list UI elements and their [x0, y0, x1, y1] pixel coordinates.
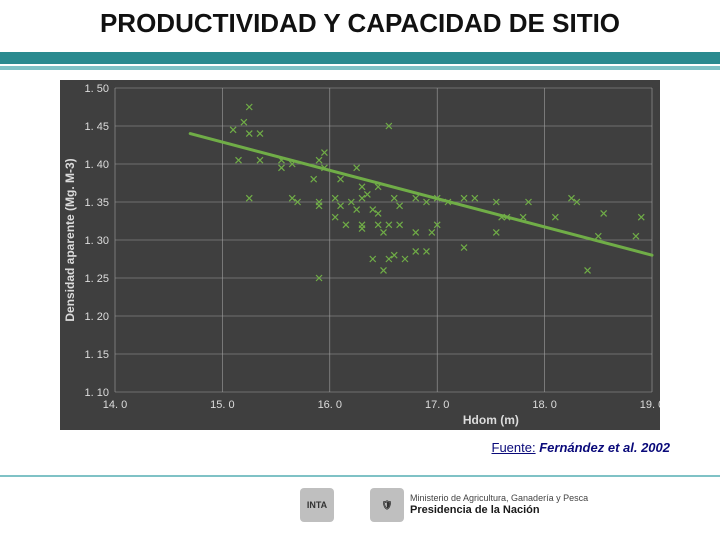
presidency-text: Ministerio de Agricultura, Ganadería y P…	[410, 494, 588, 516]
svg-text:16. 0: 16. 0	[318, 399, 342, 411]
svg-text:1. 25: 1. 25	[85, 273, 109, 285]
svg-text:Hdom (m): Hdom (m)	[463, 413, 519, 427]
svg-text:1. 40: 1. 40	[85, 159, 109, 171]
svg-text:1. 45: 1. 45	[85, 121, 109, 133]
scatter-chart-svg: 1. 10 1. 15 1. 20 1. 25 1. 30 1. 35 1. 40 1. 45…	[60, 80, 660, 430]
scatter-chart: 1. 10 1. 15 1. 20 1. 25 1. 30 1. 35 1. 40 1. 45…	[60, 80, 660, 430]
presidency-logo: 🛡 Ministerio de Agricultura, Ganadería y…	[370, 486, 588, 524]
footer-divider	[0, 475, 720, 477]
page-title: PRODUCTIVIDAD Y CAPACIDAD DE SITIO	[0, 8, 720, 39]
svg-text:15. 0: 15. 0	[210, 399, 234, 411]
source-reference: Fernández et al. 2002	[539, 440, 670, 455]
svg-text:1. 35: 1. 35	[85, 197, 109, 209]
inta-logo: INTA	[300, 486, 334, 524]
svg-text:1. 50: 1. 50	[85, 83, 109, 95]
svg-text:17. 0: 17. 0	[425, 399, 449, 411]
source-citation: Fuente: Fernández et al. 2002	[492, 440, 671, 455]
shield-icon: 🛡	[370, 488, 404, 522]
svg-text:19. 0: 19. 0	[640, 399, 660, 411]
svg-text:18. 0: 18. 0	[532, 399, 556, 411]
header-accent-bar-light	[0, 66, 720, 70]
svg-text:1. 15: 1. 15	[85, 349, 109, 361]
svg-text:Densidad aparente (Mg. M-3): Densidad aparente (Mg. M-3)	[63, 158, 77, 321]
header: PRODUCTIVIDAD Y CAPACIDAD DE SITIO	[0, 0, 720, 68]
svg-text:1. 10: 1. 10	[85, 387, 109, 399]
ministry-line: Ministerio de Agricultura, Ganadería y P…	[410, 494, 588, 504]
svg-text:14. 0: 14. 0	[103, 399, 127, 411]
header-accent-bar	[0, 50, 720, 66]
inta-logo-mark: INTA	[300, 488, 334, 522]
source-label: Fuente:	[492, 440, 536, 455]
svg-text:1. 20: 1. 20	[85, 311, 109, 323]
svg-text:1. 30: 1. 30	[85, 235, 109, 247]
presidency-line: Presidencia de la Nación	[410, 504, 588, 516]
